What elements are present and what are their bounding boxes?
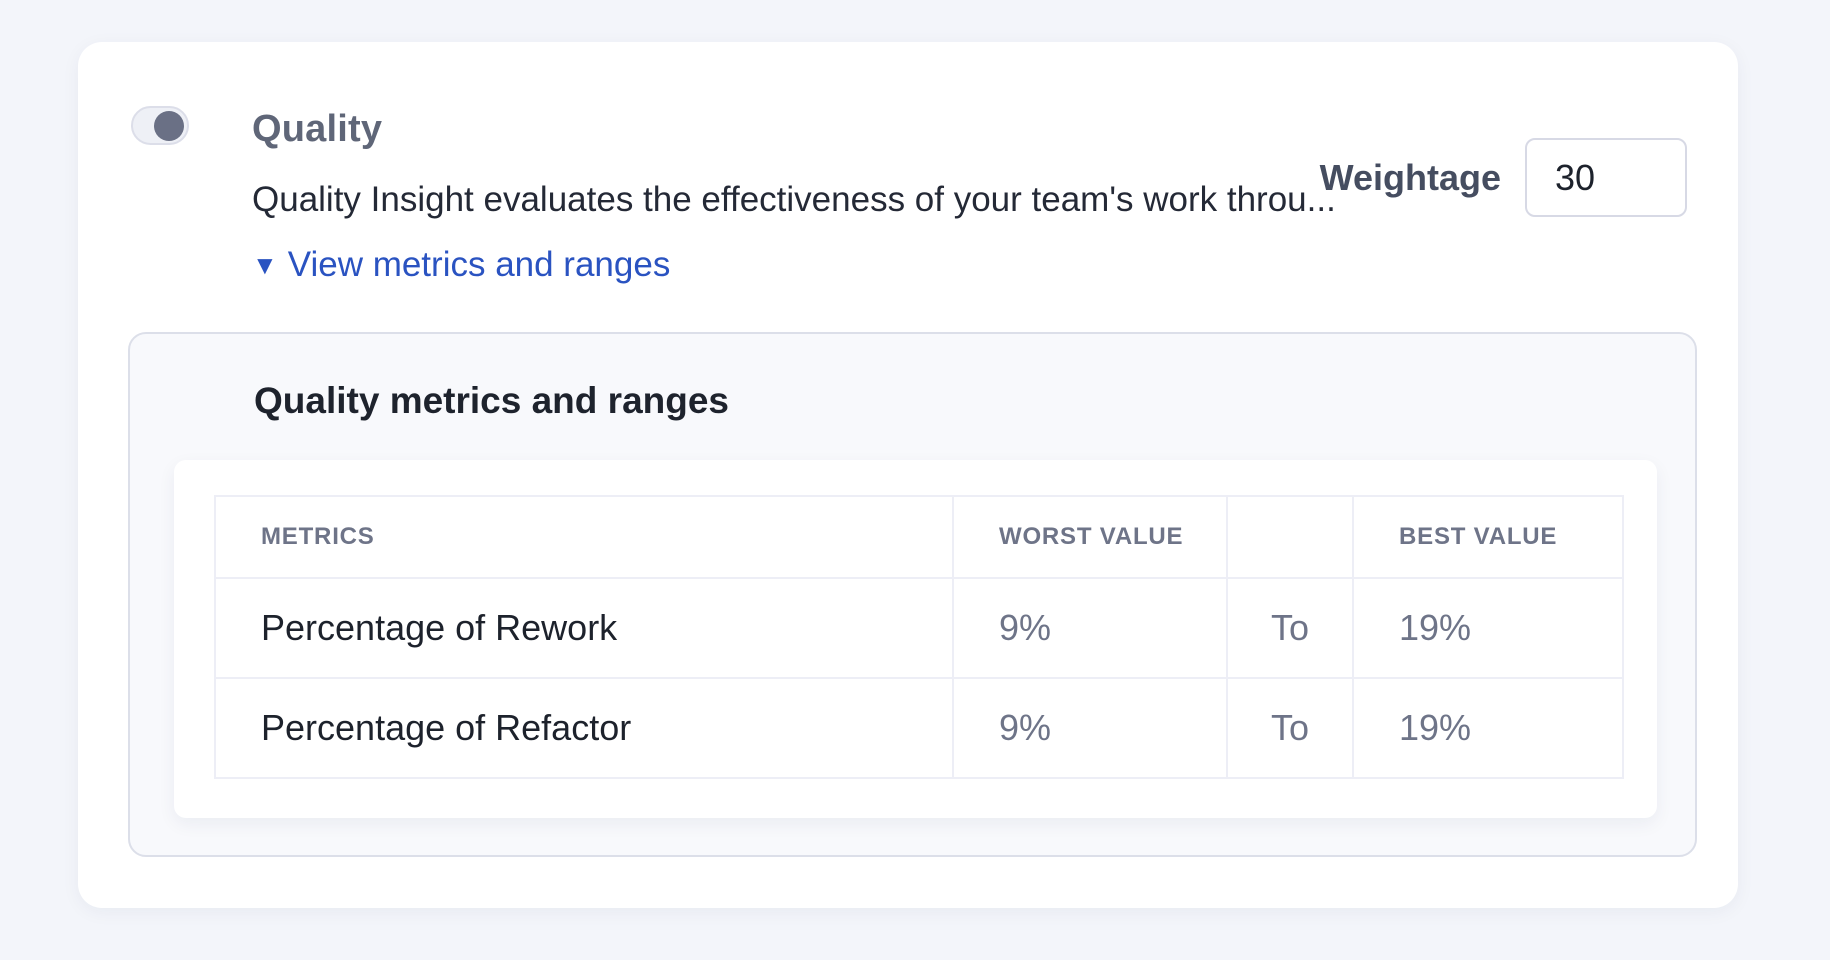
best-value: 19% — [1352, 677, 1624, 779]
table-row: Percentage of Refactor 9% To 19% — [214, 677, 1624, 779]
metric-name: Percentage of Refactor — [214, 677, 954, 779]
column-header-separator — [1226, 495, 1354, 579]
weightage-group: Weightage — [1320, 138, 1687, 217]
worst-value: 9% — [952, 577, 1228, 679]
column-header-metrics: METRICS — [214, 495, 954, 579]
best-value: 19% — [1352, 577, 1624, 679]
view-metrics-link[interactable]: ▼ View metrics and ranges — [252, 245, 670, 285]
worst-value: 9% — [952, 677, 1228, 779]
weightage-label: Weightage — [1319, 156, 1501, 198]
weightage-input[interactable] — [1525, 138, 1687, 217]
toggle-knob — [154, 110, 184, 141]
metrics-panel-title: Quality metrics and ranges — [254, 380, 730, 421]
table-row: Percentage of Rework 9% To 19% — [214, 577, 1624, 679]
chevron-down-icon: ▼ — [252, 250, 278, 280]
metrics-panel: Quality metrics and ranges METRICS WORST… — [128, 332, 1697, 857]
section-title: Quality — [252, 108, 383, 150]
table-header-row: METRICS WORST VALUE BEST VALUE — [214, 495, 1624, 579]
metrics-table-card: METRICS WORST VALUE BEST VALUE Percentag… — [174, 460, 1657, 818]
column-header-worst-value: WORST VALUE — [952, 495, 1228, 579]
view-metrics-link-label: View metrics and ranges — [287, 245, 671, 284]
quality-insight-card: Quality Quality Insight evaluates the ef… — [78, 42, 1738, 908]
column-header-best-value: BEST VALUE — [1352, 495, 1624, 579]
section-description: Quality Insight evaluates the effectiven… — [252, 180, 1336, 219]
range-separator: To — [1226, 577, 1354, 679]
metrics-table: METRICS WORST VALUE BEST VALUE Percentag… — [214, 495, 1624, 779]
range-separator: To — [1226, 677, 1354, 779]
metric-name: Percentage of Rework — [214, 577, 954, 679]
quality-toggle[interactable] — [131, 106, 189, 145]
